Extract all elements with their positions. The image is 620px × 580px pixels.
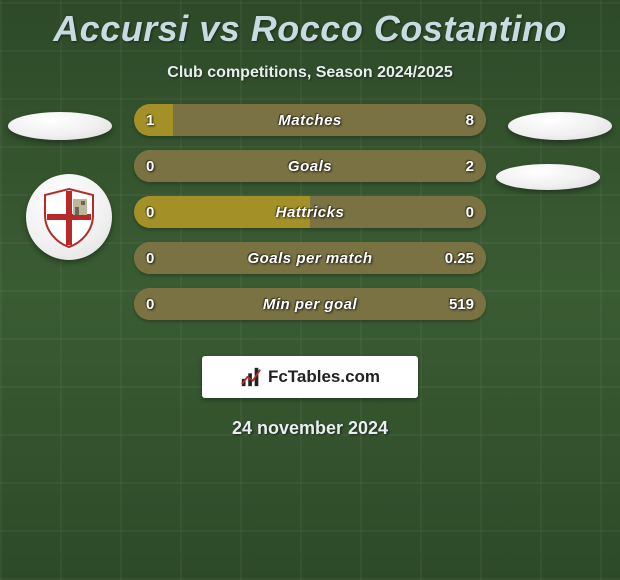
stat-label: Hattricks	[134, 204, 486, 221]
stat-bar: 1Matches8	[134, 104, 486, 136]
club-left-badge	[26, 174, 112, 260]
club-right-badge-placeholder	[496, 164, 600, 190]
stats-stage: 1Matches80Goals20Hattricks00Goals per ma…	[0, 112, 620, 332]
stat-label: Min per goal	[134, 296, 486, 313]
comparison-card: Accursi vs Rocco Costantino Club competi…	[0, 0, 620, 580]
subtitle: Club competitions, Season 2024/2025	[0, 64, 620, 82]
stat-label: Goals	[134, 158, 486, 175]
player-left-avatar-placeholder	[8, 112, 112, 140]
bar-chart-icon	[240, 366, 262, 388]
page-title: Accursi vs Rocco Costantino	[0, 0, 620, 50]
stat-value-right: 0.25	[445, 250, 474, 267]
stat-label: Matches	[134, 112, 486, 129]
stat-bars: 1Matches80Goals20Hattricks00Goals per ma…	[134, 104, 486, 320]
stat-value-right: 8	[466, 112, 474, 129]
stat-bar: 0Hattricks0	[134, 196, 486, 228]
player-right-avatar-placeholder	[508, 112, 612, 140]
brand-text: FcTables.com	[268, 367, 380, 387]
shield-icon	[37, 185, 101, 249]
stat-value-right: 519	[449, 296, 474, 313]
stat-bar: 0Goals2	[134, 150, 486, 182]
brand-badge[interactable]: FcTables.com	[202, 356, 418, 398]
generated-date: 24 november 2024	[0, 418, 620, 439]
stat-bar: 0Min per goal519	[134, 288, 486, 320]
stat-bar: 0Goals per match0.25	[134, 242, 486, 274]
stat-value-right: 0	[466, 204, 474, 221]
stat-value-right: 2	[466, 158, 474, 175]
stat-label: Goals per match	[134, 250, 486, 267]
